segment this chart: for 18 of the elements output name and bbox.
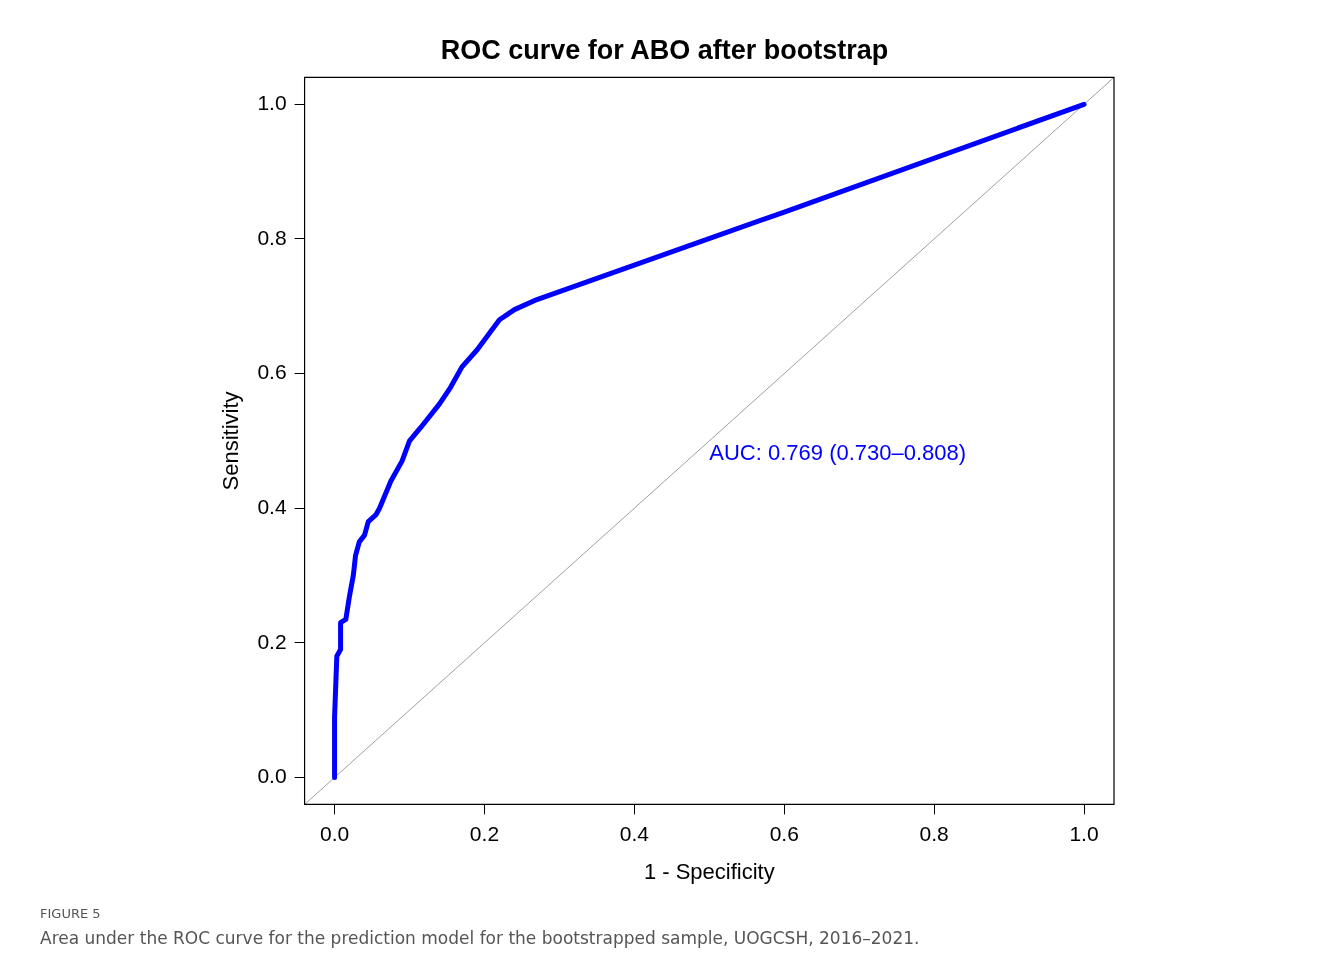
x-axis-title: 1 - Specificity [643,858,775,884]
x-tick-label: 0.8 [919,821,949,845]
x-tick-label: 0.4 [619,821,650,845]
y-tick-label: 0.0 [257,764,287,788]
y-tick-label: 0.4 [257,495,287,519]
annotation: AUC: 0.769 (0.730–0.808) [709,440,967,466]
y-tick-label: 0.2 [257,629,287,653]
y-tick-label: 0.6 [257,360,287,384]
chart-title: ROC curve for ABO after bootstrap [440,34,889,65]
x-tick-label: 1.0 [1069,821,1099,845]
y-axis-title: Sensitivity [218,391,244,491]
y-tick-label: 0.8 [257,225,287,249]
x-tick-label: 0.0 [319,821,350,845]
text: Area under the ROC curve for the prediction model for the bootstrapped sample, UOGCSH, 2016–2021. [40,928,920,948]
x-tick-label: 0.2 [469,821,500,845]
caption: FIGURE 5 [40,906,101,921]
y-tick-label: 1.0 [257,91,287,115]
x-tick-label: 0.6 [769,821,799,845]
